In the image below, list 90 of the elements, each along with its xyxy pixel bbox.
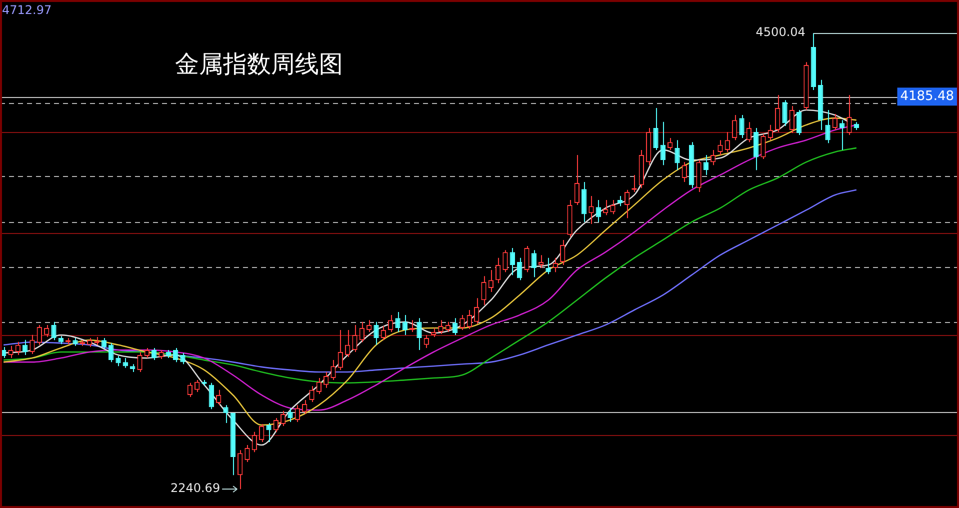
- candlestick: [840, 120, 845, 150]
- candlestick: [674, 140, 680, 171]
- candlestick: [588, 195, 594, 225]
- candlestick: [223, 404, 228, 424]
- candlestick: [552, 257, 558, 273]
- candlestick: [402, 314, 408, 336]
- candlestick: [796, 109, 802, 136]
- annotation: 4712.97: [2, 3, 52, 18]
- candlestick: [208, 382, 214, 410]
- candlestick: [116, 356, 121, 367]
- candlestick: [466, 310, 472, 330]
- candlestick: [825, 109, 830, 144]
- candlestick: [316, 378, 322, 394]
- candlestick: [22, 339, 28, 356]
- candlestick: [710, 149, 716, 166]
- candlestick: [524, 246, 530, 273]
- candlestick: [438, 320, 444, 335]
- ref-line-label: 4185.48: [900, 88, 954, 104]
- candlestick: [846, 94, 852, 136]
- candlestick: [374, 321, 379, 346]
- candlestick: [596, 200, 601, 223]
- text: 金属指数周线图: [175, 49, 343, 80]
- candlestick: [703, 154, 708, 176]
- candlestick: [732, 114, 738, 141]
- annotation: 4500.04: [756, 25, 806, 40]
- candlestick: [560, 239, 566, 266]
- candlestick: [8, 345, 14, 359]
- candlestick: [460, 314, 465, 330]
- candlestick: [624, 189, 630, 219]
- candlestick: [538, 254, 544, 269]
- candlestick: [330, 360, 336, 381]
- candlestick: [324, 371, 329, 388]
- candlestick: [30, 334, 35, 355]
- candlestick: [452, 318, 458, 336]
- candlestick: [244, 444, 250, 462]
- candlestick: [481, 276, 486, 306]
- candlestick: [653, 107, 658, 150]
- candlestick: [574, 154, 580, 206]
- candlestick: [137, 351, 142, 372]
- candlestick: [158, 349, 164, 360]
- candlestick: [474, 298, 480, 324]
- candlestick: [502, 250, 508, 273]
- candlestick: [832, 114, 838, 130]
- annotation: 2240.69: [170, 481, 220, 496]
- candlestick: [610, 200, 616, 215]
- candlestick: [682, 162, 687, 183]
- candlestick: [531, 250, 536, 278]
- candlestick: [238, 450, 243, 490]
- candlestick: [660, 121, 666, 166]
- candlestick: [36, 324, 42, 346]
- candlestick: [252, 431, 257, 453]
- candlestick: [517, 257, 522, 281]
- candlestick: [603, 200, 608, 216]
- candlestick: [359, 321, 364, 343]
- candlestick: [416, 318, 422, 350]
- candlestick: [724, 131, 730, 152]
- candlestick: [266, 422, 272, 443]
- candlestick: [488, 270, 494, 293]
- candlestick: [187, 382, 192, 398]
- candlestick: [789, 105, 794, 134]
- candlestick: [782, 100, 788, 126]
- candlestick: [718, 140, 723, 156]
- candlestick: [338, 329, 343, 370]
- candlestick: [546, 257, 551, 275]
- candlestick: [445, 321, 450, 333]
- candlestick: [108, 342, 114, 363]
- candlestick: [122, 358, 128, 368]
- candlestick: [746, 122, 752, 143]
- candlestick: [345, 329, 350, 358]
- candlestick: [259, 424, 264, 443]
- candlestick: [273, 417, 278, 433]
- candlestick: [582, 182, 587, 223]
- candlestick: [739, 114, 744, 139]
- candlestick: [294, 404, 300, 423]
- candlestick: [775, 94, 780, 132]
- candlestick: [51, 321, 56, 341]
- candlestick: [280, 410, 286, 427]
- candlestick: [180, 352, 186, 365]
- candlestick: [309, 386, 314, 403]
- candlestick: [173, 347, 178, 363]
- candlestick: [754, 127, 759, 171]
- candlestick: [496, 257, 501, 284]
- candlestick: [617, 195, 622, 207]
- candlestick: [388, 314, 394, 333]
- candlestick: [288, 408, 293, 423]
- candlestick: [352, 324, 358, 352]
- candlestick: [395, 312, 400, 333]
- candlestick: [510, 248, 515, 276]
- candlestick: [431, 327, 436, 338]
- candlestick: [760, 134, 766, 160]
